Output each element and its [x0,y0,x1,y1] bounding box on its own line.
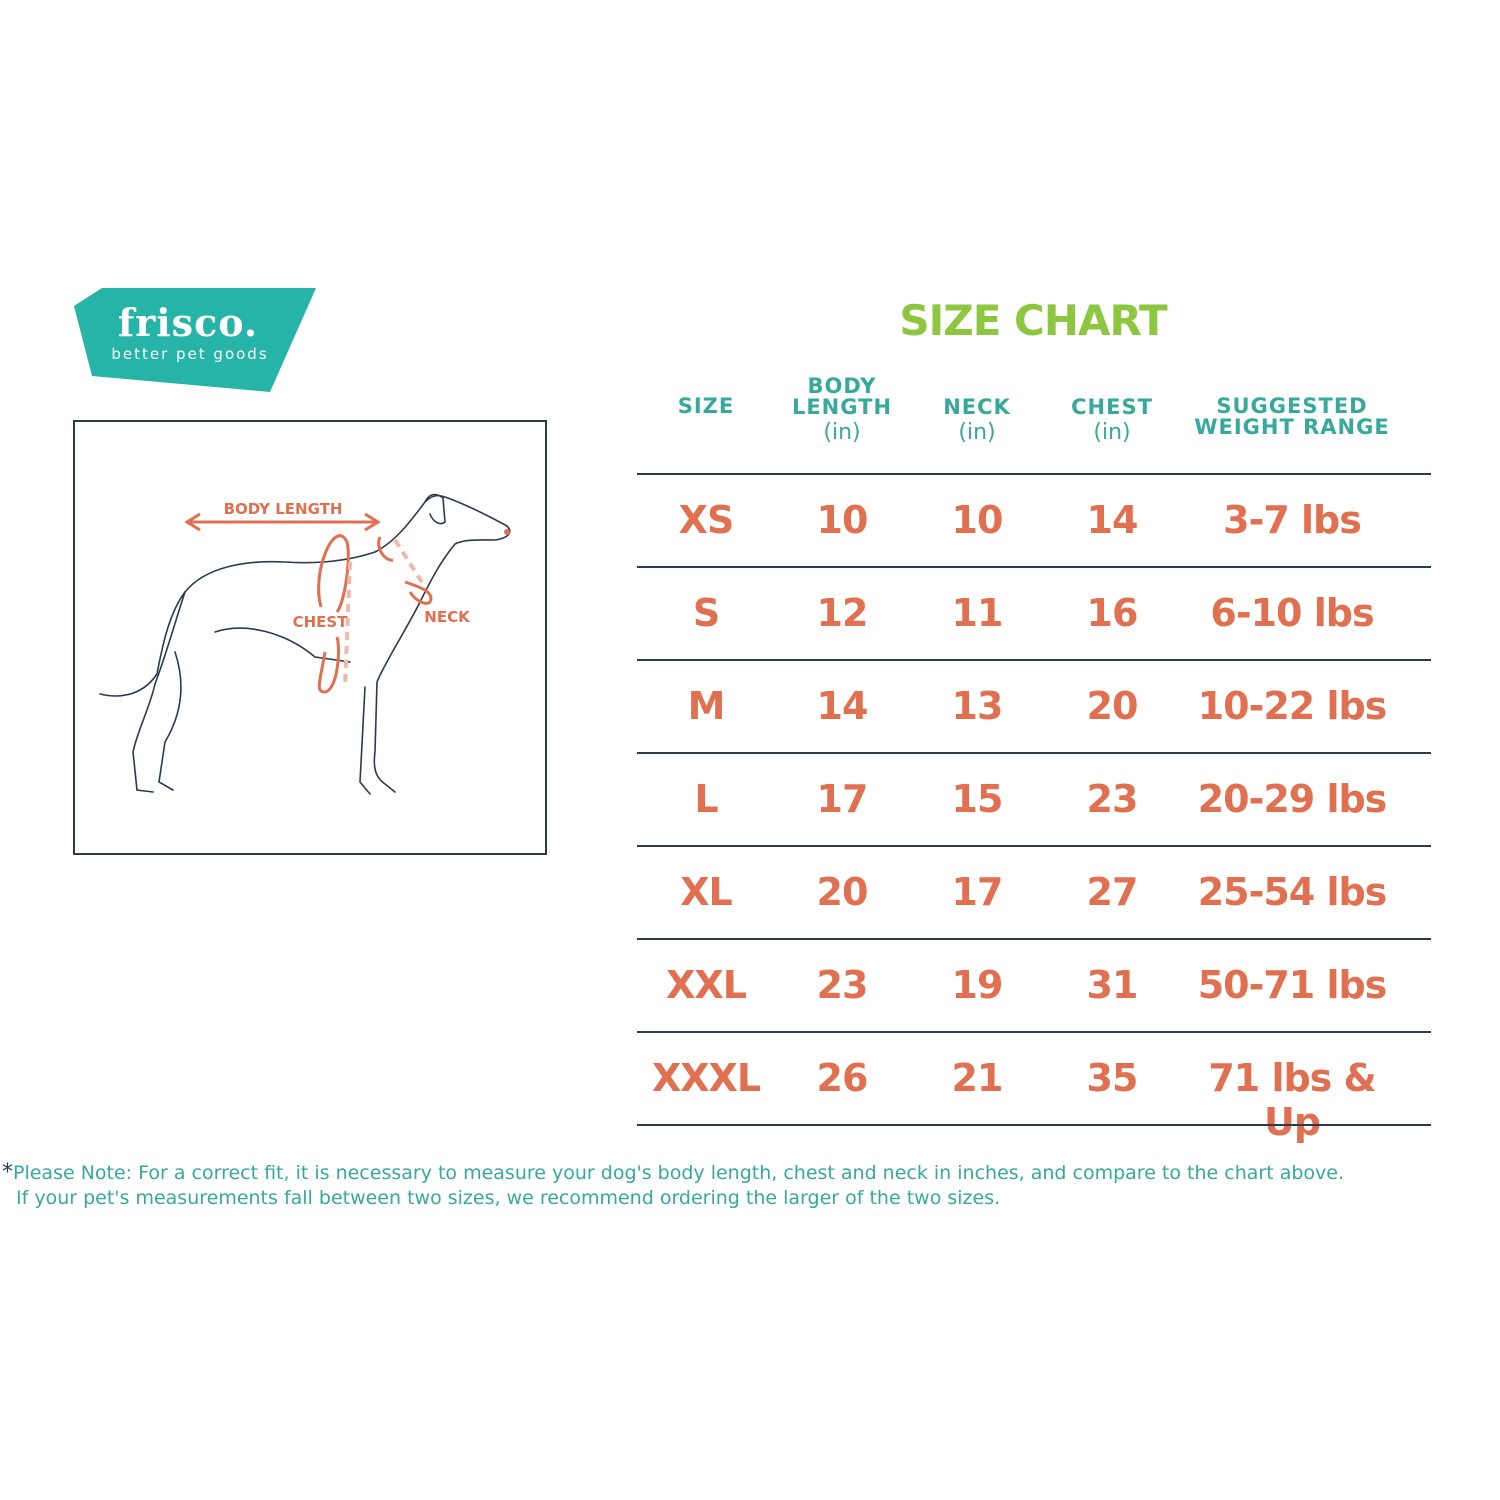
dog-measurement-diagram: BODY LENGTH CHEST NECK [73,420,547,855]
header-weight-range: SUGGESTED WEIGHT RANGE [1182,396,1402,438]
note-line-2: If your pet's measurements fall between … [16,1187,1001,1209]
header-size: SIZE [621,396,791,417]
row-divider [637,752,1431,754]
logo-wordmark: frisco. [117,300,259,345]
cell-weight-range: 10-22 lbs [1197,684,1388,728]
cell-body-length: 12 [816,591,869,635]
row-divider [637,659,1431,661]
cell-neck: 15 [951,777,1004,821]
header-label: SIZE [677,394,735,418]
note-asterisk: * [2,1160,13,1185]
cell-size: L [694,777,718,821]
cell-chest: 31 [1086,963,1139,1007]
cell-chest: 16 [1086,591,1139,635]
header-divider [637,473,1431,475]
cell-weight-range: 6-10 lbs [1210,591,1374,635]
header-label: CHEST [1071,395,1153,419]
cell-weight-range: 50-71 lbs [1197,963,1388,1007]
header-label: SUGGESTED WEIGHT RANGE [1194,394,1390,439]
logo-tagline: better pet goods [111,345,269,363]
chest-label: CHEST [293,613,349,631]
cell-body-length: 23 [816,963,869,1007]
cell-size: XXXL [651,1056,761,1100]
cell-size: XXL [666,963,747,1007]
row-divider [637,566,1431,568]
cell-weight-range: 3-7 lbs [1223,498,1362,542]
header-neck: NECK (in) [892,395,1062,445]
row-divider [637,1031,1431,1033]
cell-neck: 11 [951,591,1004,635]
cell-size: XL [680,870,733,914]
row-divider [637,938,1431,940]
cell-chest: 14 [1086,498,1139,542]
frisco-logo-badge [74,288,316,392]
cell-neck: 19 [951,963,1004,1007]
neck-label: NECK [424,608,471,626]
row-divider [637,845,1431,847]
cell-size: XS [678,498,735,542]
cell-neck: 17 [951,870,1004,914]
cell-size: S [692,591,720,635]
cell-neck: 21 [951,1056,1004,1100]
cell-chest: 20 [1086,684,1139,728]
fit-note: *Please Note: For a correct fit, it is n… [2,1160,1500,1211]
cell-neck: 10 [951,498,1004,542]
cell-weight-range: 25-54 lbs [1197,870,1388,914]
cell-weight-range: 71 lbs & Up [1208,1056,1376,1144]
cell-size: M [687,684,726,728]
cell-chest: 27 [1086,870,1139,914]
header-unit: (in) [958,420,996,445]
header-chest: CHEST (in) [1027,395,1197,445]
cell-body-length: 14 [816,684,869,728]
cell-neck: 13 [951,684,1004,728]
body-length-label: BODY LENGTH [224,500,343,518]
header-label: NECK [943,395,1011,419]
size-chart-title: SIZE CHART [899,296,1167,345]
cell-chest: 35 [1086,1056,1139,1100]
cell-body-length: 10 [816,498,869,542]
dog-illustration: BODY LENGTH CHEST NECK [99,493,511,795]
header-unit: (in) [823,420,861,445]
row-divider [637,1124,1431,1126]
header-label: BODY LENGTH [791,374,893,419]
note-line-1: Please Note: For a correct fit, it is ne… [13,1162,1345,1184]
cell-body-length: 17 [816,777,869,821]
cell-body-length: 26 [816,1056,869,1100]
cell-chest: 23 [1086,777,1139,821]
cell-body-length: 20 [816,870,869,914]
cell-weight-range: 20-29 lbs [1197,777,1388,821]
header-body-length: BODY LENGTH (in) [757,374,927,445]
header-unit: (in) [1093,420,1131,445]
